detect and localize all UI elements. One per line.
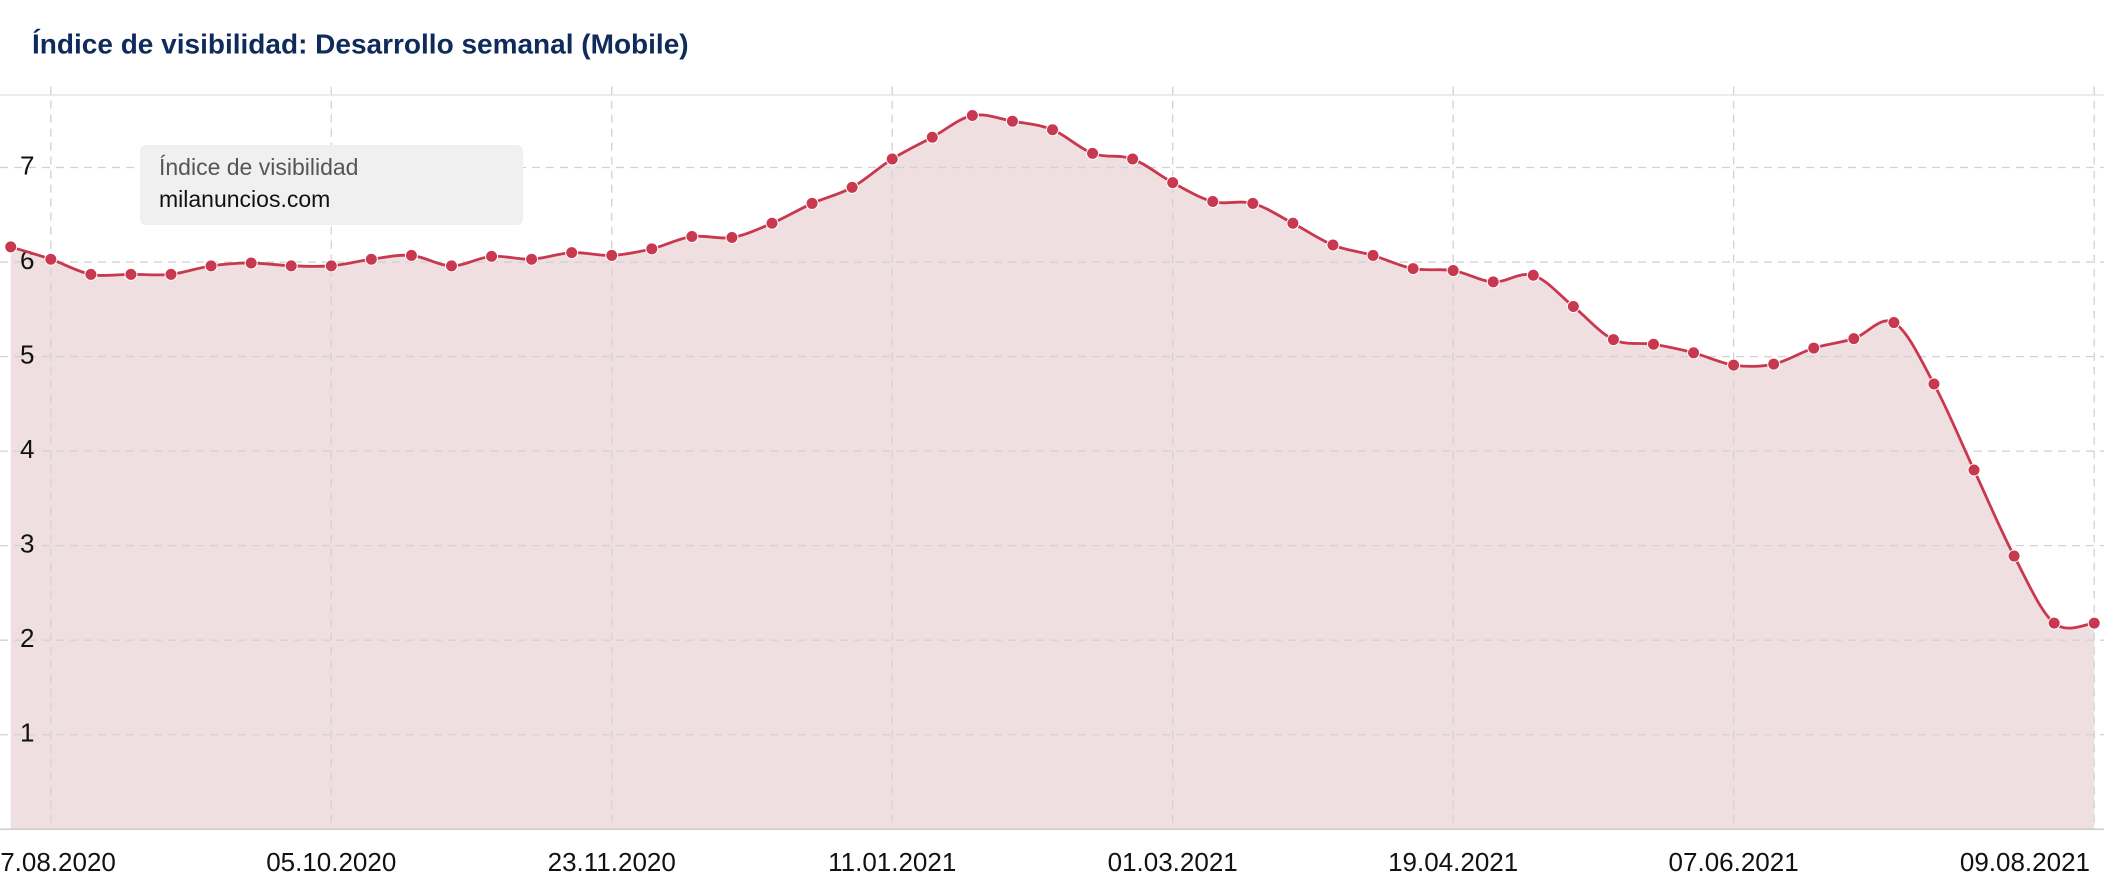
data-point [404, 248, 418, 262]
data-point [605, 248, 619, 262]
data-point [645, 242, 659, 256]
data-point [805, 196, 819, 210]
data-point [1166, 176, 1180, 190]
data-point [1887, 316, 1901, 330]
data-point [965, 109, 979, 123]
data-point [1967, 463, 1981, 477]
data-point [1767, 357, 1781, 371]
data-point [1606, 333, 1620, 347]
data-point [284, 259, 298, 273]
data-point [244, 256, 258, 270]
data-point [1807, 341, 1821, 355]
data-point [885, 152, 899, 166]
data-point [525, 252, 539, 266]
data-point [2047, 616, 2061, 630]
data-point [1246, 196, 1260, 210]
data-point [124, 267, 138, 281]
area [10, 114, 2095, 830]
data-point [2087, 616, 2101, 630]
data-point [485, 249, 499, 263]
data-point [1286, 216, 1300, 230]
data-point [1526, 268, 1540, 282]
y-tick-label: 3 [20, 529, 34, 559]
data-point [1206, 195, 1220, 209]
data-point [1005, 114, 1019, 128]
data-point [565, 246, 579, 260]
data-point [4, 240, 18, 254]
data-point [685, 230, 699, 244]
data-point [1646, 337, 1660, 351]
data-point [1727, 358, 1741, 372]
x-tick-label: 01.03.2021 [1108, 847, 1238, 877]
data-point [1406, 262, 1420, 276]
y-tick-label: 2 [20, 623, 34, 653]
x-tick-label: 17.08.2020 [0, 847, 116, 877]
data-point [1446, 264, 1460, 278]
y-tick-label: 1 [20, 718, 34, 748]
y-tick-label: 4 [20, 434, 34, 464]
data-point [925, 130, 939, 144]
data-point [2007, 549, 2021, 563]
x-tick-label: 09.08.2021 [1960, 847, 2090, 877]
tooltip: Índice de visibilidad milanuncios.com [140, 145, 523, 225]
data-point [1045, 123, 1059, 137]
data-point [1086, 146, 1100, 160]
data-point [845, 180, 859, 194]
data-point [364, 252, 378, 266]
x-tick-label: 05.10.2020 [266, 847, 396, 877]
tooltip-series: milanuncios.com [159, 186, 330, 212]
x-tick-label: 11.01.2021 [828, 847, 956, 877]
x-tick-label: 23.11.2020 [548, 847, 676, 877]
data-point [765, 216, 779, 230]
y-tick-label: 5 [20, 339, 34, 369]
data-point [444, 259, 458, 273]
data-point [1326, 238, 1340, 252]
x-tick-label: 07.06.2021 [1669, 847, 1799, 877]
data-point [1847, 332, 1861, 346]
data-point [1566, 299, 1580, 313]
data-point [1486, 275, 1500, 289]
plot-area: 123456717.08.202005.10.202023.11.202011.… [0, 86, 2104, 877]
x-tick-label: 19.04.2021 [1388, 847, 1518, 877]
data-point [44, 252, 58, 266]
data-point [725, 230, 739, 244]
data-point [1687, 346, 1701, 360]
data-point [1927, 377, 1941, 391]
chart-title: Índice de visibilidad: Desarrollo semana… [32, 28, 689, 59]
data-point [164, 267, 178, 281]
data-point [204, 259, 218, 273]
tooltip-box [140, 145, 523, 225]
data-point [1126, 152, 1140, 166]
data-point [84, 267, 98, 281]
data-point [1366, 248, 1380, 262]
data-point [324, 259, 338, 273]
tooltip-title: Índice de visibilidad [159, 154, 358, 180]
y-tick-label: 7 [20, 150, 34, 180]
